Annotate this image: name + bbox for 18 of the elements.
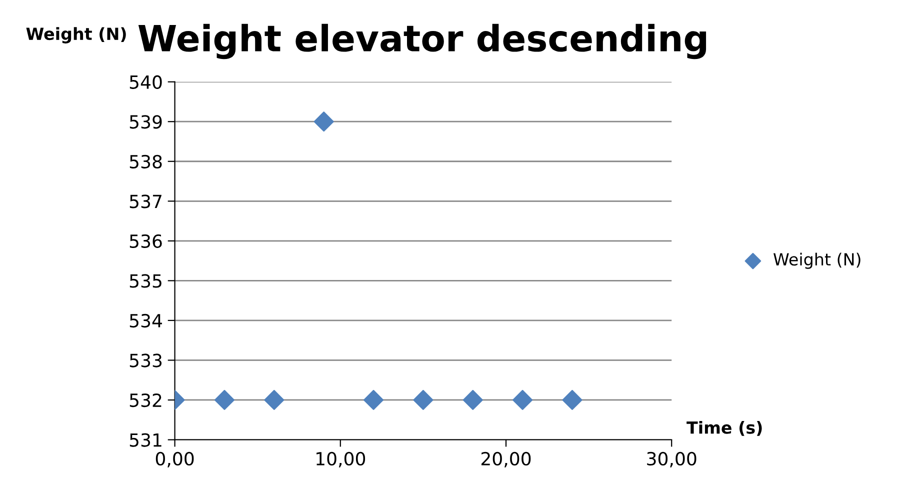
y-tick-label: 539: [130, 115, 162, 129]
y-tick-label: 537: [130, 194, 162, 208]
y-tick-label: 538: [130, 154, 162, 168]
y-tick-label: 533: [130, 354, 162, 368]
legend-label: Weight (N): [774, 252, 860, 269]
y-tick-label: 532: [130, 393, 162, 408]
x-tick-label: 0,00: [156, 452, 194, 468]
y-axis-title: Weight (N): [26, 27, 126, 44]
chart-title: Weight elevator descending: [138, 24, 706, 60]
x-tick-label: 30,00: [647, 452, 696, 468]
x-tick-label: 10,00: [316, 452, 366, 468]
x-axis-title: Time (s): [686, 420, 762, 436]
y-tick-label: 535: [130, 274, 162, 288]
y-tick-label: 540: [130, 75, 162, 89]
y-tick-label: 536: [130, 234, 162, 248]
y-tick-label: 534: [130, 314, 162, 328]
x-tick-label: 20,00: [481, 452, 531, 468]
y-tick-label: 531: [130, 433, 162, 447]
